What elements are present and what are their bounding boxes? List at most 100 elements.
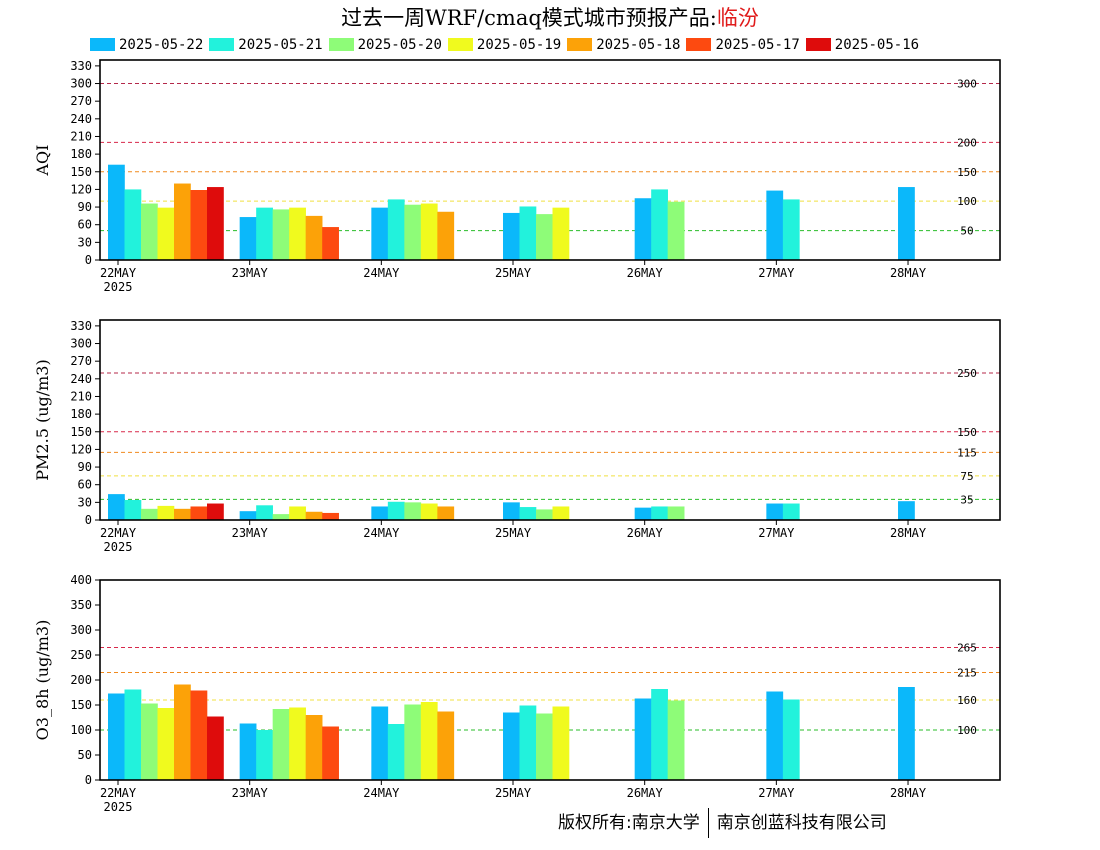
y-tick-label: 0 xyxy=(85,253,92,267)
bar xyxy=(898,187,915,260)
bar xyxy=(289,207,306,260)
bar xyxy=(387,724,405,780)
bar xyxy=(207,503,224,520)
y-tick-label: 50 xyxy=(78,748,92,762)
bar xyxy=(519,206,537,260)
x-tick-label: 26MAY xyxy=(627,786,664,800)
legend-swatch xyxy=(686,38,712,51)
bar xyxy=(782,503,800,520)
bar xyxy=(634,198,652,260)
bar xyxy=(272,709,290,780)
x-tick-label: 23MAY xyxy=(232,266,269,280)
bar xyxy=(256,730,273,780)
y-tick-label: 240 xyxy=(70,112,92,126)
bar xyxy=(124,500,142,520)
x-tick-label: 25MAY xyxy=(495,786,532,800)
threshold-label: 50 xyxy=(960,225,973,238)
bar xyxy=(437,211,455,260)
bar xyxy=(766,691,784,780)
x-tick-label: 28MAY xyxy=(890,266,927,280)
bar xyxy=(503,712,520,780)
legend-swatch xyxy=(328,38,354,51)
threshold-label: 215 xyxy=(957,667,977,680)
threshold-label: 160 xyxy=(957,694,977,707)
bar xyxy=(190,690,208,780)
y-tick-label: 100 xyxy=(70,723,92,737)
bar xyxy=(552,207,570,260)
bar xyxy=(420,503,438,520)
bar xyxy=(519,705,537,780)
bar xyxy=(536,214,553,260)
x-tick-label: 22MAY xyxy=(100,786,137,800)
bar xyxy=(898,501,915,520)
y-tick-label: 180 xyxy=(70,147,92,161)
threshold-label: 75 xyxy=(960,470,973,483)
bar xyxy=(898,687,915,780)
bar xyxy=(305,511,323,520)
bar xyxy=(207,187,224,260)
legend-item: 2025-05-20 xyxy=(328,37,442,53)
bar xyxy=(108,164,125,260)
bar xyxy=(157,505,175,520)
legend-item: 2025-05-17 xyxy=(686,36,800,53)
copyright-footer: 版权所有:南京大学 南京创蓝科技有限公司 xyxy=(558,808,887,838)
y-tick-label: 270 xyxy=(70,354,92,368)
bar xyxy=(272,514,290,520)
legend-label: 2025-05-19 xyxy=(476,36,562,53)
x-tick-label: 23MAY xyxy=(232,786,269,800)
bar xyxy=(371,706,389,780)
title-city: 临汾 xyxy=(716,6,759,30)
bar xyxy=(174,508,191,520)
bar xyxy=(667,201,685,260)
legend-label: 2025-05-22 xyxy=(119,36,204,53)
threshold-label: 200 xyxy=(957,136,977,149)
bar xyxy=(667,506,685,520)
bar xyxy=(651,689,668,780)
y-tick-label: 250 xyxy=(70,648,92,662)
legend-label: 2025-05-21 xyxy=(238,36,323,53)
threshold-label: 250 xyxy=(957,367,977,380)
threshold-label: 115 xyxy=(957,446,977,459)
x-tick-label: 26MAY xyxy=(627,526,664,540)
bar xyxy=(157,708,175,780)
bar xyxy=(552,706,570,780)
y-tick-label: 150 xyxy=(70,698,92,712)
legend-item: 2025-05-18 xyxy=(567,37,680,53)
y-tick-label: 30 xyxy=(78,235,92,249)
y-axis-label: AQI xyxy=(33,145,52,177)
legend: 2025-05-22 2025-05-21 2025-05-20 2025-05-19… xyxy=(90,36,925,54)
plot-frame xyxy=(99,319,1001,521)
threshold-label: 300 xyxy=(957,78,977,91)
year-label: 2025 xyxy=(104,800,133,814)
footer-separator xyxy=(707,808,709,838)
threshold-label: 100 xyxy=(957,724,977,737)
x-tick-label: 27MAY xyxy=(758,266,795,280)
x-tick-label: 23MAY xyxy=(232,526,269,540)
x-tick-label: 25MAY xyxy=(495,266,532,280)
bar xyxy=(239,723,257,780)
y-tick-label: 300 xyxy=(70,77,92,91)
x-tick-label: 25MAY xyxy=(495,526,532,540)
bar xyxy=(256,207,273,260)
bar xyxy=(420,702,438,780)
legend-item: 2025-05-19 xyxy=(447,36,562,53)
legend-swatch xyxy=(209,38,235,51)
legend-label: 2025-05-17 xyxy=(715,36,800,53)
y-tick-label: 180 xyxy=(70,407,92,421)
bar xyxy=(289,707,306,780)
x-tick-label: 22MAY xyxy=(100,526,137,540)
bar xyxy=(305,215,323,260)
bar xyxy=(404,704,422,780)
bar xyxy=(190,190,208,260)
bar xyxy=(766,190,784,260)
bar xyxy=(239,511,257,520)
x-tick-label: 26MAY xyxy=(627,266,664,280)
y-tick-label: 30 xyxy=(78,495,92,509)
y-tick-label: 400 xyxy=(70,573,92,587)
bar xyxy=(108,494,125,520)
x-tick-label: 22MAY xyxy=(100,266,137,280)
bar xyxy=(766,503,784,520)
bar xyxy=(404,502,422,520)
y-tick-label: 330 xyxy=(70,59,92,73)
